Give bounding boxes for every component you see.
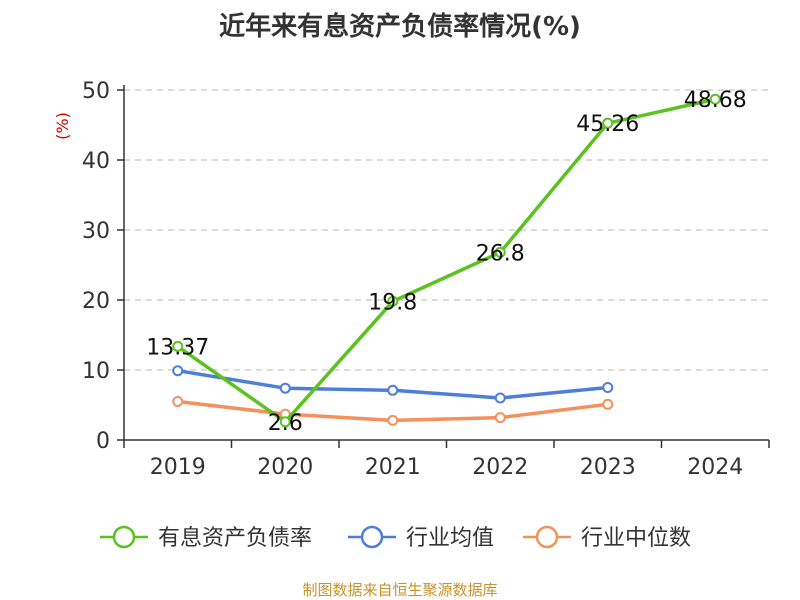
axes: 0 10 20 30 40 50 2019 2020 2021 2022 2023 2024 [82,79,770,480]
data-label-2019: 13.37 [146,335,209,360]
data-point-s3-2022 [494,412,506,424]
y-tick-label-10: 10 [82,359,110,384]
data-point-s3-2021 [387,414,399,426]
data-labels: 13.37 2.6 19.8 26.8 45.26 48.68 [146,88,746,436]
data-label-2024: 48.68 [684,88,747,113]
data-point-s2-2019 [172,365,184,377]
y-tick-label-40: 40 [82,149,110,174]
x-tick-label-2019: 2019 [150,455,206,480]
data-point-s2-2023 [602,382,614,393]
data-label-2023: 45.26 [576,112,639,137]
x-tick-label-2024: 2024 [687,455,743,480]
chart-title: 近年来有息资产负债率情况(%) [219,12,581,42]
data-point-s1-2020 [279,416,291,428]
data-label-2022: 26.8 [476,241,525,266]
grid-lines [124,89,769,371]
legend-marker-1 [112,525,136,549]
data-label-2021: 19.8 [368,290,417,315]
legend-label-3: 行业中位数 [581,526,691,551]
data-point-s3-2023 [602,398,614,410]
data-point-s1-2021 [387,295,399,307]
legend-label-2: 行业均值 [406,526,494,551]
data-point-s2-2022 [494,392,506,404]
legend-marker-3 [535,525,559,549]
data-point-s1-2023 [602,117,614,129]
data-point-s2-2021 [387,384,399,396]
data-label-2020: 2.6 [268,411,303,436]
x-tick-label-2022: 2022 [472,455,528,480]
x-tick-label-2023: 2023 [580,455,636,480]
legend-marker-2 [360,525,384,549]
data-point-s2-2020 [279,382,291,394]
data-point-s1-2019 [172,340,184,352]
x-tick-label-2021: 2021 [365,455,421,480]
y-tick-label-0: 0 [96,429,110,454]
source-note: 制图数据来自恒生聚源数据库 [302,581,498,599]
y-tick-label-20: 20 [82,289,110,314]
data-point-s1-2022 [494,246,506,258]
y-tick-label-30: 30 [82,219,110,244]
y-axis-unit-label: (%) [53,112,72,140]
series-lines [172,93,721,428]
legend: 有息资产负债率 行业均值 行业中位数 [100,525,691,551]
legend-label-1: 有息资产负债率 [158,526,312,551]
data-point-s3-2019 [172,396,184,407]
series-line-1 [176,97,716,424]
data-point-s1-2024 [709,93,721,105]
x-tick-label-2020: 2020 [257,455,313,480]
y-tick-label-50: 50 [82,79,110,104]
